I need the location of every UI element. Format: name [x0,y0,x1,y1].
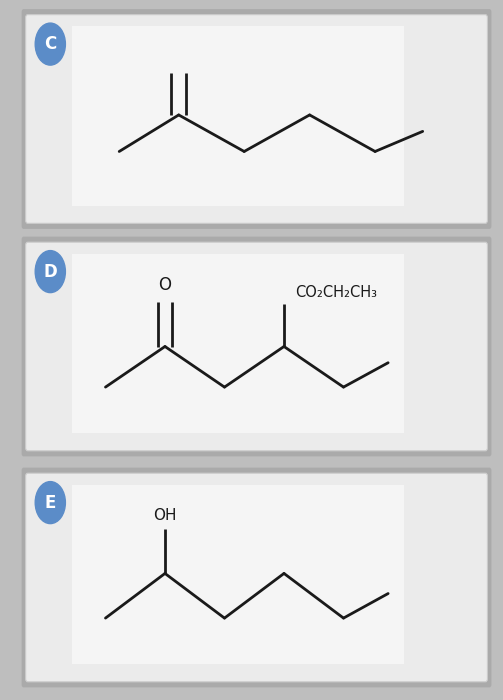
Text: O: O [158,276,172,294]
FancyBboxPatch shape [72,484,404,664]
Text: C: C [44,35,56,53]
Circle shape [35,251,65,293]
Text: E: E [45,494,56,512]
FancyBboxPatch shape [26,473,487,682]
FancyBboxPatch shape [22,9,491,229]
Text: OH: OH [153,508,177,523]
FancyBboxPatch shape [26,242,487,451]
FancyBboxPatch shape [72,26,404,206]
Text: D: D [43,262,57,281]
FancyBboxPatch shape [26,15,487,223]
FancyBboxPatch shape [22,468,491,687]
Text: CO₂CH₂CH₃: CO₂CH₂CH₃ [295,285,377,300]
FancyBboxPatch shape [72,253,404,433]
Circle shape [35,23,65,65]
Circle shape [35,482,65,524]
FancyBboxPatch shape [22,237,491,456]
